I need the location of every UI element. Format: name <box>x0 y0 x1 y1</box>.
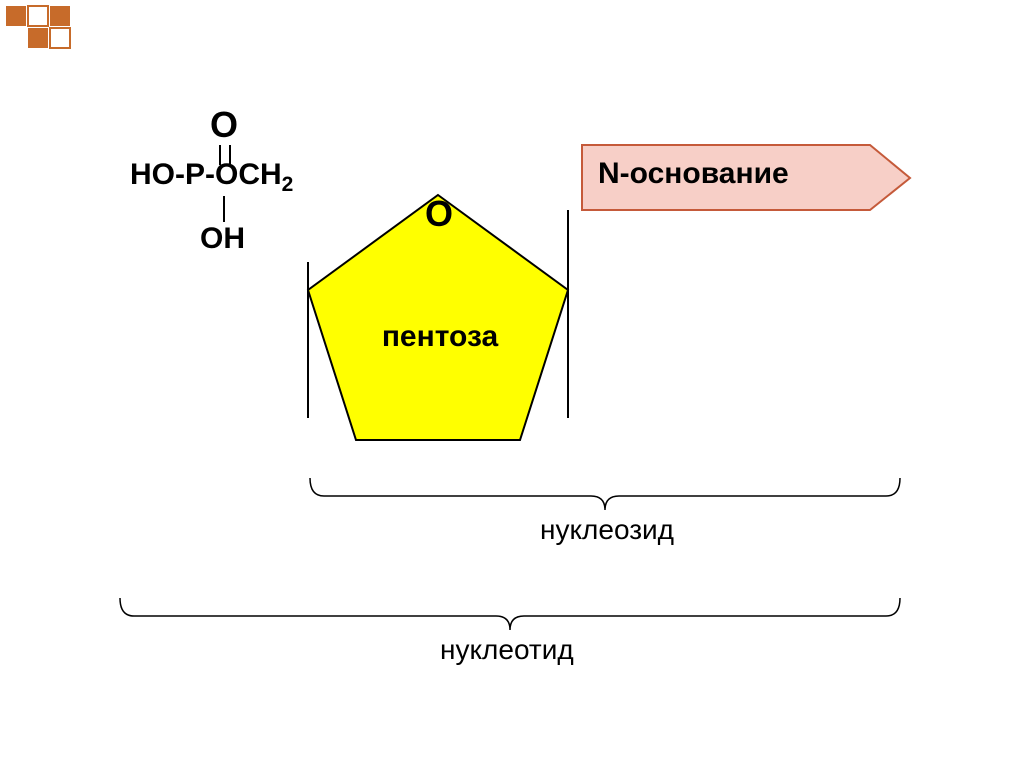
formula-text: HO-P-OCH <box>130 158 282 191</box>
oxygen-top: O <box>210 104 238 146</box>
oxygen-pentagon: O <box>425 193 453 235</box>
nucleoside-label: нуклеозид <box>540 514 674 546</box>
hydroxyl: OH <box>200 222 245 256</box>
formula-sub: 2 <box>282 173 294 196</box>
n-base-label: N-основание <box>598 157 789 191</box>
nucleotide-label: нуклеотид <box>440 634 574 666</box>
pentose-label: пентоза <box>370 320 510 354</box>
phosphate-formula: HO-P-OCH2 <box>130 158 293 197</box>
